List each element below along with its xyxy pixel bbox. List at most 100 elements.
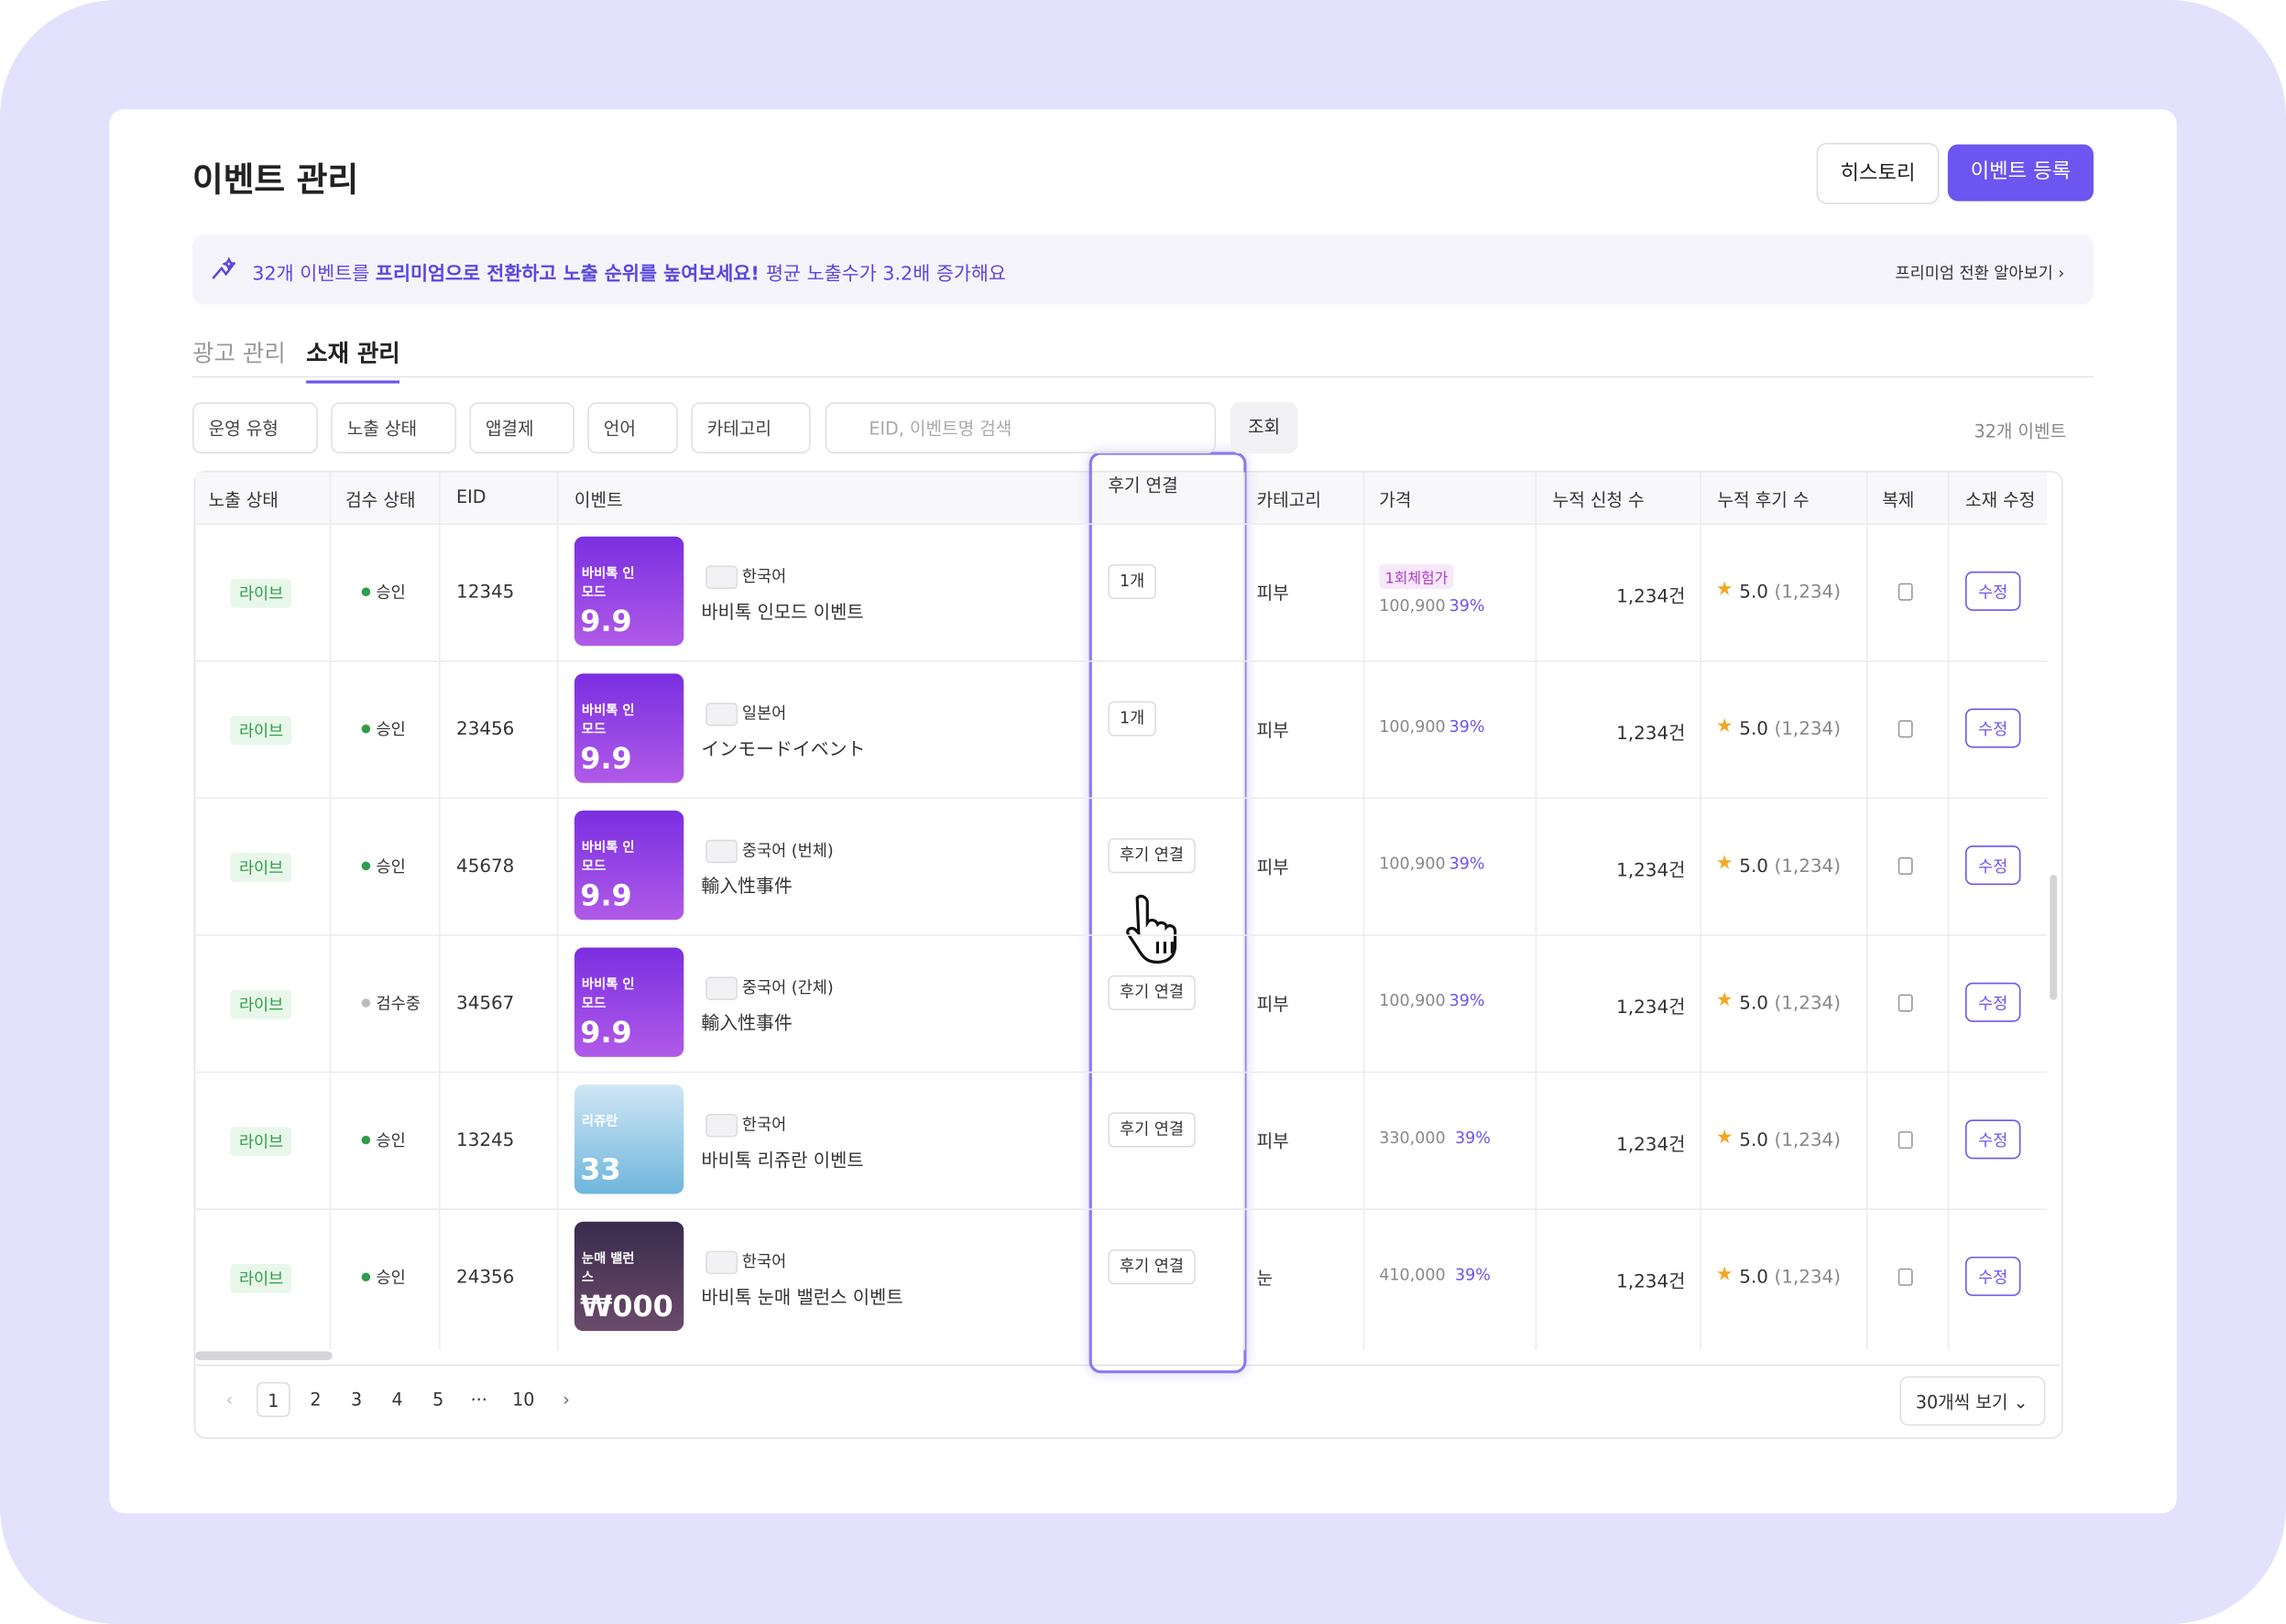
price: 410,000: [1379, 1265, 1446, 1285]
page-title: 이벤트 관리: [192, 161, 359, 201]
next-page[interactable]: ›: [563, 1389, 570, 1411]
v-scroll: [2050, 874, 2058, 1000]
review-dot: [361, 861, 371, 871]
applied-count: 1,234건: [1616, 1270, 1686, 1292]
filter-dropdown[interactable]: 카테고리: [691, 402, 811, 453]
rating-count: (1,234): [1774, 1128, 1841, 1150]
filter-dropdown[interactable]: 노출 상태: [331, 402, 457, 453]
copy-icon[interactable]: [1898, 583, 1913, 601]
foot-line: [195, 1364, 2061, 1367]
status-badge: 라이브: [230, 715, 292, 746]
column-header[interactable]: 누적 후기 수: [1717, 489, 1810, 511]
price: 100,900: [1379, 991, 1446, 1010]
edit-button[interactable]: 수정: [1964, 845, 2021, 886]
edit-button[interactable]: 수정: [1964, 571, 2021, 611]
thumb-big: 9.9: [580, 740, 632, 776]
copy-icon[interactable]: [1898, 856, 1913, 875]
column-divider: [329, 472, 332, 1350]
review-status: 승인: [376, 583, 406, 603]
review-link-button[interactable]: 후기 연결: [1108, 838, 1196, 874]
thumb-big: 9.9: [580, 1014, 632, 1050]
row-divider: [195, 523, 2048, 525]
copy-icon[interactable]: [1898, 720, 1913, 738]
copy-icon[interactable]: [1898, 1131, 1913, 1150]
page-size-select[interactable]: 30개씩 보기 ⌄: [1899, 1376, 2046, 1426]
edit-button[interactable]: 수정: [1964, 1256, 2021, 1296]
rating: 5.0: [1739, 991, 1768, 1014]
review-status: 승인: [376, 856, 406, 877]
star: ★: [1715, 989, 1734, 1012]
review-dot: [361, 1135, 371, 1145]
sparkle-icon: [212, 256, 236, 279]
tab[interactable]: 광고 관리: [192, 339, 286, 368]
column-divider: [1865, 472, 1868, 1350]
applied-count: 1,234건: [1616, 858, 1686, 881]
thumb-title: 리쥬란: [581, 1115, 618, 1130]
edit-button[interactable]: 수정: [1964, 982, 2021, 1022]
thumbnail[interactable]: 바비톡 인모드 9.9: [574, 536, 684, 647]
discount: 39%: [1455, 1265, 1491, 1285]
thumbnail[interactable]: 바비톡 인모드 9.9: [574, 810, 684, 921]
thumb-title: 바비톡 인모드: [581, 567, 635, 601]
event-name: インモードイベント: [701, 737, 866, 760]
register-button[interactable]: 이벤트 등록: [1947, 144, 2094, 202]
language: 중국어 (간체): [741, 977, 834, 997]
tab[interactable]: 소재 관리: [306, 333, 400, 384]
history-button[interactable]: 히스토리: [1816, 142, 1940, 204]
copy-icon[interactable]: [1898, 1268, 1913, 1286]
banner-highlight: 프리미엄으로 전환하고 노출 순위를 높여보세요!: [375, 264, 766, 286]
flag: [705, 1113, 738, 1138]
review-link-button[interactable]: 1개: [1108, 563, 1157, 600]
thumbnail[interactable]: 리쥬란 33: [574, 1084, 684, 1194]
page-button[interactable]: 4: [391, 1389, 403, 1411]
prev-page[interactable]: ‹: [225, 1389, 234, 1411]
star: ★: [1715, 1263, 1734, 1286]
rating: 5.0: [1739, 854, 1768, 877]
filter-dropdown[interactable]: 앱결제: [469, 402, 574, 453]
review-link-button[interactable]: 후기 연결: [1108, 1112, 1196, 1148]
thumb-title: 바비톡 인모드: [581, 703, 635, 738]
review-dot: [361, 725, 371, 734]
row-divider: [195, 797, 2048, 800]
column-header: 소재 수정: [1964, 489, 2036, 511]
page-button[interactable]: 2: [310, 1389, 322, 1411]
eid: 23456: [456, 717, 515, 739]
discount: 39%: [1449, 854, 1485, 874]
rating: 5.0: [1739, 580, 1768, 603]
row-divider: [195, 1208, 2048, 1211]
thumbnail[interactable]: 바비톡 인모드 9.9: [574, 673, 684, 783]
thumb-big: 9.9: [580, 603, 632, 639]
page-button[interactable]: 5: [432, 1389, 444, 1411]
review-link-button[interactable]: 1개: [1108, 701, 1157, 736]
thumbnail[interactable]: 눈매 밸런스 ₩000: [574, 1221, 684, 1332]
review-link-button[interactable]: 후기 연결: [1108, 975, 1196, 1010]
column-divider: [556, 472, 559, 1350]
column-header[interactable]: 누적 신청 수: [1552, 489, 1645, 511]
review-link-button[interactable]: 후기 연결: [1108, 1249, 1196, 1285]
column-header: 이벤트: [574, 489, 623, 511]
cursor-icon: [1126, 894, 1177, 965]
thumbnail[interactable]: 바비톡 인모드 9.9: [574, 947, 684, 1057]
search-button[interactable]: 조회: [1230, 402, 1298, 453]
discount: 39%: [1449, 717, 1485, 736]
row-divider: [195, 659, 2048, 662]
page-button[interactable]: 10: [512, 1389, 535, 1411]
review-status: 승인: [376, 1131, 406, 1150]
category: 피부: [1256, 994, 1289, 1015]
price: 100,900: [1379, 595, 1446, 616]
copy-icon[interactable]: [1898, 994, 1913, 1012]
page-button[interactable]: ···: [470, 1389, 487, 1411]
search-input[interactable]: EID, 이벤트명 검색: [825, 402, 1217, 453]
edit-button[interactable]: 수정: [1964, 1119, 2021, 1160]
edit-button[interactable]: 수정: [1964, 708, 2021, 748]
page-button[interactable]: 3: [350, 1389, 363, 1411]
column-header: 검수 상태: [345, 489, 416, 511]
filter-dropdown[interactable]: 언어: [587, 402, 678, 453]
filter-dropdown[interactable]: 운영 유형: [192, 402, 318, 453]
thumb-big: 9.9: [580, 877, 632, 913]
row-divider: [195, 1071, 2048, 1074]
page-button[interactable]: 1: [257, 1381, 290, 1418]
rating: 5.0: [1739, 1265, 1768, 1288]
banner-link[interactable]: 프리미엄 전환 알아보기 ›: [1895, 264, 2065, 283]
